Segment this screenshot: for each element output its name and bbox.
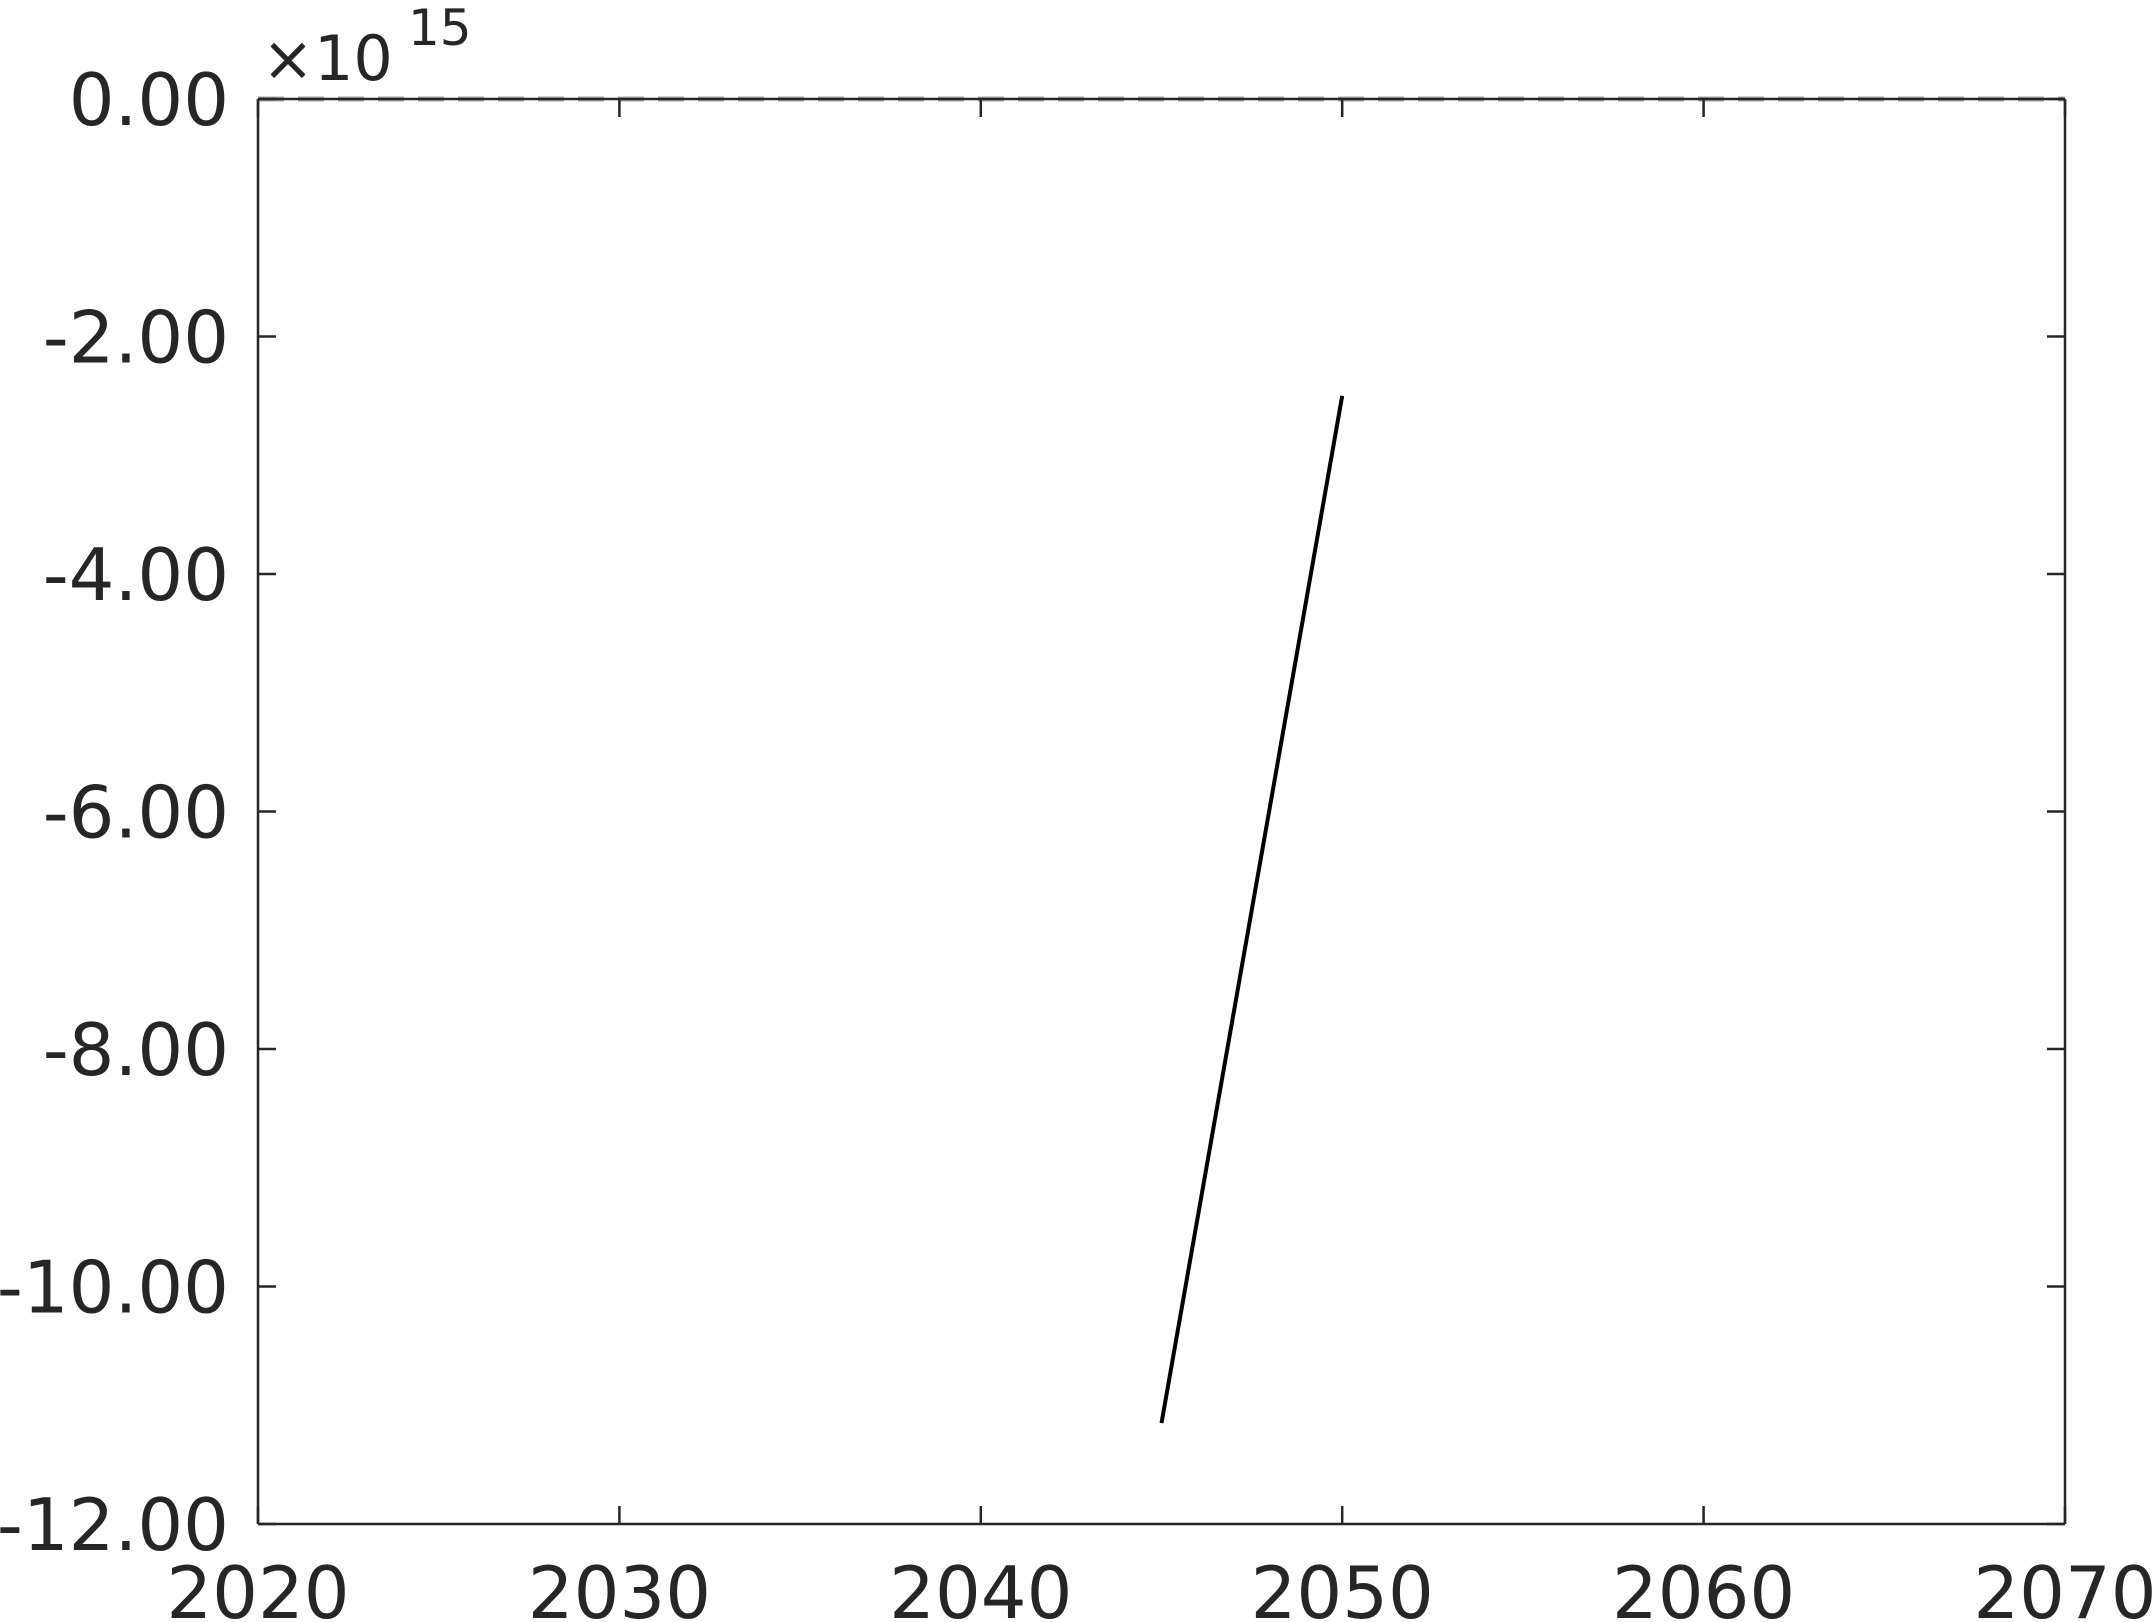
x-tick-label-2060: 2060 bbox=[1612, 1551, 1795, 1622]
y-tick-label--2.00: -2.00 bbox=[43, 296, 229, 380]
x-tick-label-2040: 2040 bbox=[889, 1551, 1072, 1622]
plot-background bbox=[258, 99, 2065, 1524]
y-exponent-label: ×10 15 bbox=[262, 0, 472, 95]
x-tick-label-2050: 2050 bbox=[1251, 1551, 1434, 1622]
exponent-base: ×10 bbox=[262, 22, 393, 95]
x-tick-label-2030: 2030 bbox=[528, 1551, 711, 1622]
x-tick-label-2020: 2020 bbox=[166, 1551, 349, 1622]
y-tick-label-0.00: 0.00 bbox=[69, 58, 229, 142]
y-tick-label--8.00: -8.00 bbox=[43, 1008, 229, 1092]
series-line-1 bbox=[1159, 395, 1345, 1424]
x-tick-label-2070: 2070 bbox=[1973, 1551, 2155, 1622]
x-tick-labels: 2020 2030 2040 2050 2060 2070 bbox=[166, 1551, 2155, 1622]
y-tick-label--12.00: -12.00 bbox=[0, 1483, 229, 1567]
plot-area bbox=[258, 99, 2065, 1524]
y-tick-label--4.00: -4.00 bbox=[43, 533, 229, 617]
tick-marks bbox=[256, 97, 2067, 1526]
y-tick-label--6.00: -6.00 bbox=[43, 771, 229, 855]
y-tick-labels: 0.00 -2.00 -4.00 -6.00 -8.00 -10.00 -12.00 bbox=[0, 58, 229, 1567]
exponent-power: 15 bbox=[408, 0, 472, 57]
y-tick-label--10.00: -10.00 bbox=[0, 1246, 229, 1330]
